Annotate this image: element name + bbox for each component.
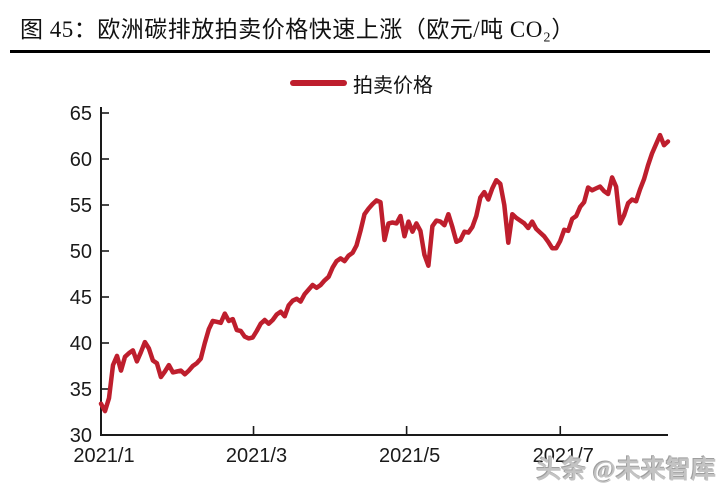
y-tick-label: 30 (70, 425, 92, 447)
y-tick-label: 35 (70, 379, 92, 401)
x-tick-label: 2021/1 (73, 445, 134, 467)
y-tick-label: 55 (70, 195, 92, 217)
y-tick-label: 65 (70, 103, 92, 125)
legend-line-swatch (290, 80, 347, 86)
watermark: 头条 @未来智库 (536, 457, 716, 484)
figure-title: 图 45：欧洲碳排放拍卖价格快速上涨（欧元/吨 CO₂） (20, 17, 575, 42)
legend-label: 拍卖价格 (353, 74, 433, 97)
y-tick-label: 50 (70, 241, 92, 263)
y-tick-label: 45 (70, 287, 92, 309)
chart-legend: 拍卖价格 (290, 72, 433, 97)
x-tick-label: 2021/3 (226, 445, 287, 467)
x-tick-label: 2021/5 (379, 445, 440, 467)
title-divider (10, 50, 710, 53)
x-tick-label: 2021/7 (533, 445, 594, 467)
y-tick-label: 60 (70, 149, 92, 171)
y-tick-label: 40 (70, 333, 92, 355)
price-line (98, 132, 671, 414)
